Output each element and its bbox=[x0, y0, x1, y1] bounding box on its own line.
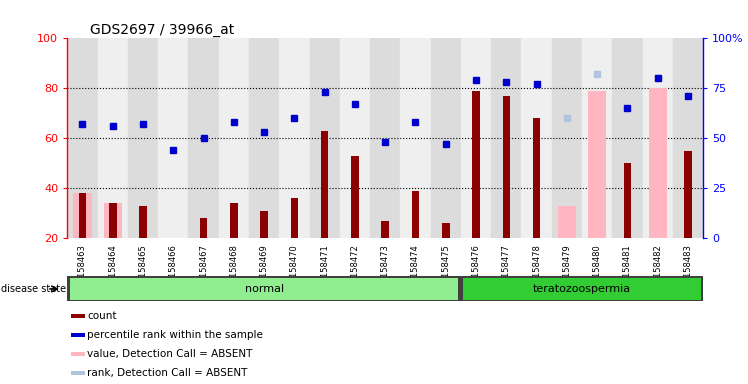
Text: GDS2697 / 39966_at: GDS2697 / 39966_at bbox=[90, 23, 234, 37]
Bar bbox=[491, 38, 521, 238]
Text: percentile rank within the sample: percentile rank within the sample bbox=[88, 330, 263, 340]
Bar bbox=[613, 38, 643, 238]
Bar bbox=[218, 38, 249, 238]
Bar bbox=[684, 151, 692, 238]
Bar bbox=[71, 333, 85, 337]
Bar bbox=[431, 38, 461, 238]
Text: count: count bbox=[88, 311, 117, 321]
Bar bbox=[588, 91, 606, 238]
Bar bbox=[624, 163, 631, 238]
Text: value, Detection Call = ABSENT: value, Detection Call = ABSENT bbox=[88, 349, 253, 359]
Bar bbox=[73, 193, 91, 238]
Bar bbox=[97, 38, 128, 238]
Bar bbox=[370, 38, 400, 238]
Bar bbox=[279, 38, 310, 238]
Bar bbox=[411, 190, 420, 238]
Bar bbox=[472, 91, 479, 238]
Bar bbox=[442, 223, 450, 238]
Bar bbox=[673, 38, 703, 238]
Bar bbox=[464, 278, 701, 300]
Bar bbox=[188, 38, 218, 238]
Text: normal: normal bbox=[245, 284, 283, 294]
Bar bbox=[79, 193, 86, 238]
Bar bbox=[67, 38, 97, 238]
Text: rank, Detection Call = ABSENT: rank, Detection Call = ABSENT bbox=[88, 368, 248, 378]
Bar bbox=[381, 220, 389, 238]
Bar bbox=[582, 38, 613, 238]
Bar bbox=[558, 206, 576, 238]
Bar bbox=[200, 218, 207, 238]
Bar bbox=[71, 314, 85, 318]
Bar bbox=[400, 38, 431, 238]
Bar bbox=[70, 278, 459, 300]
Bar bbox=[310, 38, 340, 238]
Bar bbox=[533, 118, 540, 238]
Bar bbox=[109, 203, 117, 238]
Bar bbox=[643, 38, 673, 238]
Bar bbox=[71, 352, 85, 356]
Bar bbox=[552, 38, 582, 238]
Bar bbox=[340, 38, 370, 238]
Bar bbox=[321, 131, 328, 238]
Bar bbox=[521, 38, 552, 238]
Bar bbox=[260, 210, 268, 238]
Bar bbox=[351, 156, 359, 238]
Bar bbox=[128, 38, 158, 238]
Bar bbox=[71, 371, 85, 375]
Bar bbox=[139, 206, 147, 238]
Bar bbox=[461, 38, 491, 238]
Bar bbox=[291, 198, 298, 238]
Bar bbox=[649, 88, 666, 238]
Bar bbox=[158, 38, 188, 238]
Bar bbox=[104, 203, 122, 238]
Bar bbox=[230, 203, 238, 238]
Text: teratozoospermia: teratozoospermia bbox=[533, 284, 631, 294]
Text: disease state: disease state bbox=[1, 284, 66, 294]
Bar bbox=[249, 38, 279, 238]
Bar bbox=[503, 96, 510, 238]
